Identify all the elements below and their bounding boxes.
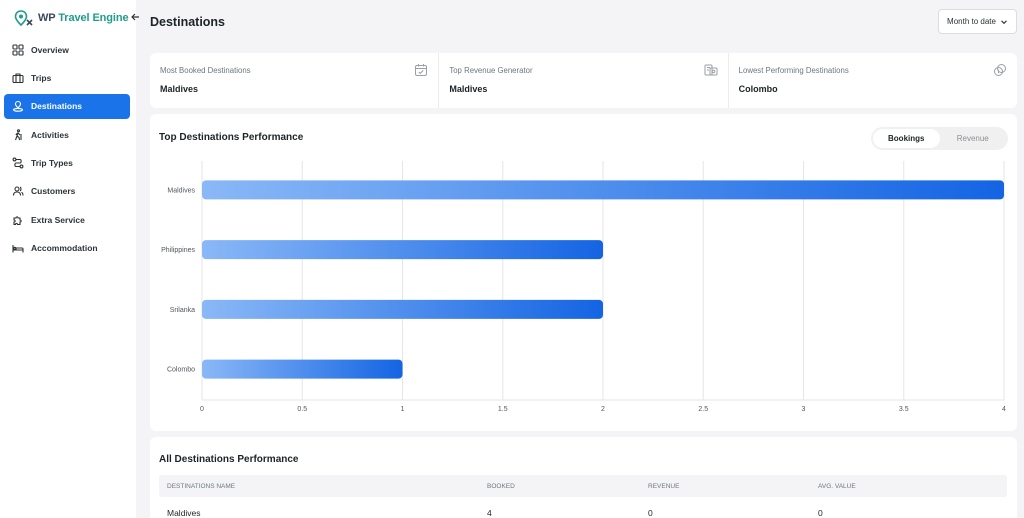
sidebar-item-label: Overview <box>31 44 69 55</box>
brand-name: WP Travel Engine <box>38 12 129 24</box>
sidebar-item-label: Accommodation <box>31 243 98 254</box>
table-cell: 4 <box>487 508 492 518</box>
sidebar-item-label: Activities <box>31 129 69 140</box>
table-header: DESTINATIONS NAME BOOKED REVENUE AVG. VA… <box>159 475 1007 497</box>
puzzle-icon <box>12 214 24 226</box>
stat-label: Top Revenue Generator <box>449 66 533 75</box>
stat-value: Maldives <box>160 84 199 94</box>
bar-srilanka[interactable] <box>202 299 603 319</box>
stat-value: Colombo <box>738 84 778 94</box>
toggle-revenue-button[interactable]: Revenue <box>956 134 989 143</box>
bar-maldives[interactable] <box>202 180 1004 200</box>
bar-philippines[interactable] <box>202 240 603 260</box>
sidebar-item-accommodation[interactable]: Accommodation <box>4 236 130 261</box>
sidebar-item-activities[interactable]: Activities <box>4 122 130 147</box>
calendar-check-icon <box>414 63 428 77</box>
chart-card: Top Destinations Performance Bookings Re… <box>150 114 1017 431</box>
x-tick-label: 3.5 <box>899 406 909 413</box>
sidebar-item-label: Trip Types <box>31 158 73 169</box>
x-tick-label: 3 <box>802 406 806 413</box>
money-icon <box>704 63 718 77</box>
sidebar-item-label: Extra Service <box>31 214 85 225</box>
stats-summary-card: Most Booked Destinations Maldives Top Re… <box>150 53 1017 108</box>
sidebar-item-label: Trips <box>31 72 52 83</box>
y-category-label: Srilanka <box>170 307 195 314</box>
x-tick-label: 0 <box>200 406 204 413</box>
sidebar: WP Travel Engine Overview Trips Destinat… <box>0 0 139 518</box>
x-tick-label: 2.5 <box>698 406 708 413</box>
column-header[interactable]: DESTINATIONS NAME <box>167 482 236 490</box>
stat-value: Maldives <box>449 84 488 94</box>
x-tick-label: 1.5 <box>498 406 508 413</box>
sidebar-item-destinations[interactable]: Destinations <box>4 93 130 119</box>
stat-most-booked: Most Booked Destinations Maldives <box>150 53 438 108</box>
sidebar-nav: Overview Trips Destinations Activities T… <box>4 37 130 264</box>
date-range-select[interactable]: Month to date <box>938 9 1017 34</box>
hiker-icon <box>12 128 24 141</box>
table-cell: Maldives <box>167 508 201 518</box>
x-tick-label: 4 <box>1002 406 1006 413</box>
table-cell: 0 <box>818 508 823 518</box>
users-icon <box>12 185 24 197</box>
column-header[interactable]: BOOKED <box>487 482 515 490</box>
route-icon <box>12 157 24 169</box>
sidebar-item-trip-types[interactable]: Trip Types <box>4 151 130 176</box>
arrow-left-icon <box>131 13 139 21</box>
x-tick-label: 1 <box>401 406 405 413</box>
coins-icon <box>993 63 1007 77</box>
toggle-bookings-button[interactable]: Bookings <box>873 129 940 148</box>
stat-top-revenue: Top Revenue Generator Maldives <box>438 53 727 108</box>
stat-label: Lowest Performing Destinations <box>738 66 849 75</box>
logo-icon <box>14 10 33 27</box>
collapse-sidebar-button[interactable] <box>128 10 142 24</box>
grid-icon <box>12 43 24 56</box>
y-category-label: Colombo <box>167 367 195 374</box>
brand-logo[interactable]: WP Travel Engine <box>14 8 129 28</box>
destinations-bar-chart: 0 0.5 1 1.5 2 2.5 3 3.5 4 Maldives Philippines Sril… <box>161 161 1006 413</box>
bar-colombo[interactable] <box>202 359 403 379</box>
table-card: All Destinations Performance DESTINATION… <box>150 437 1017 518</box>
sidebar-item-extra-service[interactable]: Extra Service <box>4 207 130 232</box>
x-tick-label: 2 <box>601 406 605 413</box>
sidebar-item-trips[interactable]: Trips <box>4 65 130 90</box>
y-category-label: Philippines <box>161 247 195 254</box>
x-tick-label: 0.5 <box>297 406 307 413</box>
column-header[interactable]: REVENUE <box>648 482 680 490</box>
pin-icon <box>12 100 24 113</box>
stat-label: Most Booked Destinations <box>160 66 251 75</box>
column-header[interactable]: AVG. VALUE <box>818 482 856 490</box>
metric-toggle: Bookings Revenue <box>871 127 1008 150</box>
date-range-value: Month to date <box>947 17 996 26</box>
y-category-label: Maldives <box>167 187 195 194</box>
chart-title: Top Destinations Performance <box>159 132 304 143</box>
stat-lowest-performing: Lowest Performing Destinations Colombo <box>727 53 1017 108</box>
sidebar-item-label: Customers <box>31 186 76 197</box>
sidebar-item-customers[interactable]: Customers <box>4 179 130 204</box>
table-row[interactable]: Maldives 4 0 0 <box>159 503 1007 518</box>
sidebar-item-overview[interactable]: Overview <box>4 37 130 62</box>
bed-icon <box>12 242 24 254</box>
table-title: All Destinations Performance <box>159 454 299 465</box>
sidebar-item-label: Destinations <box>31 101 83 112</box>
page-title: Destinations <box>150 15 226 29</box>
suitcase-icon <box>12 72 24 84</box>
chevron-down-icon <box>1001 19 1007 24</box>
table-cell: 0 <box>648 508 653 518</box>
